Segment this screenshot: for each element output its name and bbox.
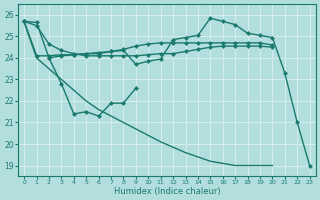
X-axis label: Humidex (Indice chaleur): Humidex (Indice chaleur) <box>114 187 220 196</box>
